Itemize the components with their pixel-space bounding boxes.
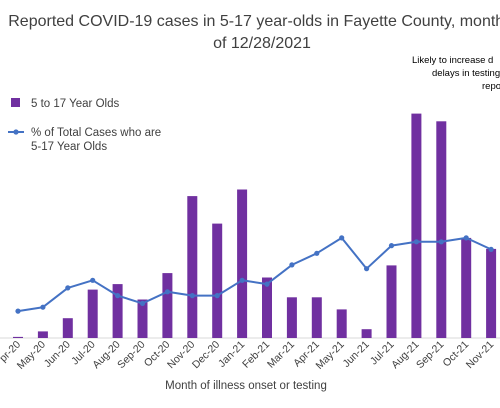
line-point-Jul-20 bbox=[90, 277, 96, 283]
line-series bbox=[15, 235, 494, 314]
bar-Jun-20 bbox=[62, 318, 73, 338]
bar-Sep-20 bbox=[137, 299, 148, 338]
line-point-Jun-21 bbox=[364, 266, 370, 272]
bar-Oct-21 bbox=[461, 237, 472, 338]
x-axis-title: Month of illness onset or testing bbox=[165, 380, 327, 392]
x-tick-label: Sep-20 bbox=[115, 339, 148, 372]
x-tick-label: Mar-21 bbox=[265, 339, 297, 371]
bar-Jun-21 bbox=[361, 329, 372, 338]
line-point-Jul-21 bbox=[388, 243, 395, 249]
x-tick-label: May-20 bbox=[15, 339, 48, 372]
bar-Feb-21 bbox=[262, 277, 272, 338]
line-point-May-21 bbox=[339, 235, 345, 241]
bar-Sep-21 bbox=[436, 121, 447, 338]
line-point-Oct-20 bbox=[164, 289, 170, 295]
line-point-Jun-20 bbox=[65, 285, 71, 291]
bar-Nov-21 bbox=[486, 248, 497, 338]
bar-Oct-20 bbox=[162, 273, 173, 338]
bar-Aug-20 bbox=[112, 284, 123, 338]
line-point-Oct-21 bbox=[463, 235, 469, 241]
x-tick-label: Nov-21 bbox=[464, 339, 497, 372]
bar-Jul-20 bbox=[87, 289, 98, 338]
bar-Apr-21 bbox=[311, 297, 322, 338]
legend-line-label: % of Total Cases who are bbox=[31, 127, 161, 139]
bar-Jul-21 bbox=[386, 265, 397, 338]
x-tick-label: Dec-20 bbox=[190, 339, 223, 372]
annotation-line: repo bbox=[482, 81, 500, 92]
line-point-Aug-20 bbox=[115, 293, 121, 299]
bar-May-20 bbox=[37, 331, 48, 338]
line-point-Nov-20 bbox=[189, 293, 195, 299]
line-point-Dec-20 bbox=[214, 293, 220, 299]
x-tick-label: Jun-20 bbox=[42, 339, 73, 370]
line-point-Apr-20 bbox=[15, 308, 21, 314]
annotation-line: Likely to increase d bbox=[412, 55, 493, 66]
chart-title: Reported COVID-19 cases in 5-17 year-old… bbox=[8, 13, 500, 52]
bar-series bbox=[13, 113, 497, 338]
annotation-note: Likely to increase d delays in testing rep… bbox=[412, 55, 500, 92]
legend-line-label: 5-17 Year Olds bbox=[31, 141, 107, 153]
line-point-Feb-21 bbox=[264, 281, 270, 287]
line-point-Nov-21 bbox=[488, 246, 494, 252]
line-point-Jan-21 bbox=[239, 277, 245, 283]
bar-Dec-20 bbox=[212, 223, 223, 338]
line-path bbox=[17, 236, 492, 313]
legend-bar-swatch bbox=[11, 98, 20, 107]
line-point-Apr-21 bbox=[314, 250, 320, 256]
bar-Mar-21 bbox=[286, 297, 297, 338]
bar-Jan-21 bbox=[237, 189, 248, 338]
annotation-line: delays in testing bbox=[432, 68, 500, 79]
x-tick-labels: pr-20May-20Jun-20Jul-20Aug-20Sep-20Oct-2… bbox=[0, 339, 497, 372]
legend-line-marker bbox=[13, 129, 19, 135]
bar-Aug-21 bbox=[411, 113, 422, 338]
line-point-May-20 bbox=[40, 304, 46, 310]
line-point-Sep-21 bbox=[438, 239, 444, 245]
bar-May-21 bbox=[336, 309, 347, 338]
x-tick-label: Sep-21 bbox=[414, 339, 447, 372]
x-tick-label: May-21 bbox=[314, 339, 347, 372]
bar-Nov-20 bbox=[187, 196, 198, 338]
line-point-Mar-21 bbox=[289, 262, 295, 268]
chart-title-line: Reported COVID-19 cases in 5-17 year-old… bbox=[8, 13, 500, 30]
chart-legend: 5 to 17 Year Olds % of Total Cases who ar… bbox=[8, 98, 161, 153]
bar-Apr-20 bbox=[13, 336, 23, 338]
line-point-Sep-20 bbox=[139, 300, 146, 306]
x-tick-label: Jun-21 bbox=[341, 339, 372, 370]
legend-bar-label: 5 to 17 Year Olds bbox=[31, 98, 119, 110]
line-point-Aug-21 bbox=[413, 239, 419, 245]
chart-title-line: of 12/28/2021 bbox=[213, 35, 311, 52]
